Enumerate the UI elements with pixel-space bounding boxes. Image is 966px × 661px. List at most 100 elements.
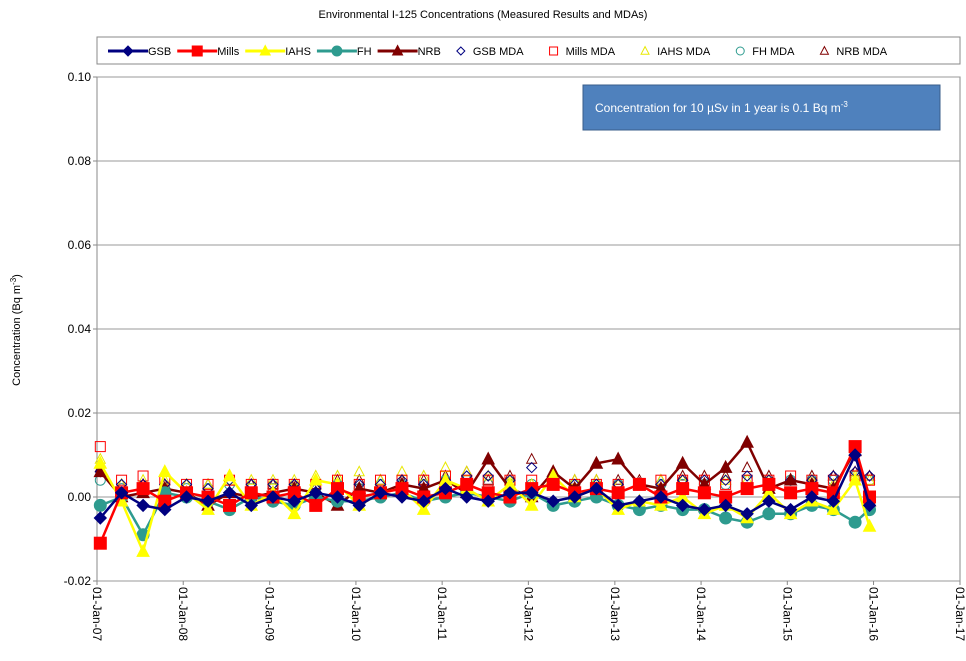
y-tick-label: 0.04 xyxy=(68,322,92,336)
data-point xyxy=(223,498,237,512)
y-tick-label: 0.06 xyxy=(68,238,92,252)
data-point xyxy=(676,482,690,496)
data-point xyxy=(675,455,690,469)
legend-label: Mills MDA xyxy=(566,46,616,58)
data-point xyxy=(848,515,862,529)
data-point xyxy=(136,482,150,496)
legend-label: FH xyxy=(357,46,372,58)
legend-marker xyxy=(456,46,466,56)
data-point xyxy=(805,490,819,504)
y-axis-label: Concentration (Bq m-3) xyxy=(9,274,23,386)
mda-point xyxy=(863,473,876,485)
legend-marker xyxy=(259,44,272,56)
data-point xyxy=(762,477,776,491)
mda-point xyxy=(525,461,538,474)
mda-point xyxy=(460,465,473,477)
data-point xyxy=(546,494,560,508)
mda-point xyxy=(719,474,732,486)
annotation-sup: -3 xyxy=(841,100,849,109)
data-point xyxy=(416,501,431,515)
legend-label: Mills xyxy=(217,46,239,58)
x-tick-label: 01-Jan-09 xyxy=(263,587,277,641)
x-tick-label: 01-Jan-15 xyxy=(780,587,794,641)
x-tick-label: 01-Jan-13 xyxy=(608,587,622,641)
data-point xyxy=(438,481,453,496)
data-point xyxy=(611,498,625,513)
mda-point xyxy=(116,474,128,486)
legend-marker xyxy=(735,46,745,56)
mda-point xyxy=(482,470,494,482)
data-point xyxy=(632,477,646,491)
y-tick-label: -0.02 xyxy=(64,574,92,588)
data-point xyxy=(524,497,539,511)
data-point xyxy=(697,486,711,500)
mda-point xyxy=(137,470,149,482)
data-point xyxy=(222,486,237,500)
mda-point xyxy=(202,478,214,490)
mda-point xyxy=(353,465,366,477)
data-point xyxy=(524,486,539,500)
legend-marker xyxy=(122,45,134,57)
data-point xyxy=(93,536,107,550)
data-point xyxy=(719,511,733,525)
legend-label: GSB MDA xyxy=(473,46,524,58)
legend-marker xyxy=(640,45,650,55)
mda-point xyxy=(202,477,214,489)
data-point xyxy=(460,477,474,491)
y-axis-label-sup: -3 xyxy=(9,277,18,285)
data-point xyxy=(201,494,215,508)
legend-label: FH MDA xyxy=(752,46,795,58)
x-tick-label: 01-Jan-11 xyxy=(435,587,449,640)
data-point xyxy=(481,451,496,465)
y-tick-label: 0.00 xyxy=(68,490,92,504)
x-tick-label: 01-Jan-14 xyxy=(694,587,708,641)
data-point xyxy=(481,494,495,508)
mda-point xyxy=(94,441,106,453)
data-point xyxy=(244,486,258,500)
data-point xyxy=(395,490,409,504)
data-point xyxy=(697,502,712,517)
data-point xyxy=(157,464,172,478)
data-point xyxy=(589,481,604,496)
data-point xyxy=(862,518,877,532)
data-point xyxy=(783,472,798,486)
data-point xyxy=(783,502,798,517)
data-point xyxy=(567,490,582,504)
x-tick-label: 01-Jan-10 xyxy=(349,587,363,641)
data-point xyxy=(611,451,625,465)
data-point xyxy=(632,494,647,508)
data-point xyxy=(740,507,754,521)
data-point xyxy=(417,494,431,508)
chart-title: Environmental I-125 Concentrations (Meas… xyxy=(319,9,648,21)
data-point xyxy=(114,486,129,500)
mda-point xyxy=(720,478,732,490)
y-axis-label-text: Concentration (Bq m xyxy=(11,285,23,386)
data-point xyxy=(352,498,366,513)
data-point xyxy=(826,494,841,508)
data-point xyxy=(654,490,668,504)
data-point xyxy=(762,494,776,508)
mda-point xyxy=(439,461,452,473)
data-point xyxy=(222,468,237,482)
annotation-text: Concentration for 10 µSv in 1 year is 0.… xyxy=(595,101,841,115)
legend-label: NRB xyxy=(418,46,441,58)
data-point xyxy=(330,490,345,504)
data-point xyxy=(373,486,388,500)
y-tick-label: 0.02 xyxy=(68,406,92,420)
data-point xyxy=(136,543,150,557)
data-point xyxy=(201,501,215,515)
legend-label: IAHS xyxy=(285,46,311,58)
legend-box xyxy=(96,36,961,65)
data-point xyxy=(718,459,733,473)
legend-marker xyxy=(391,44,404,56)
data-point xyxy=(308,472,323,486)
legend-marker xyxy=(819,45,830,55)
x-tick-label: 01-Jan-08 xyxy=(176,587,190,641)
annotation: Concentration for 10 µSv in 1 year is 0.… xyxy=(595,100,848,115)
mda-point xyxy=(719,469,732,481)
data-point xyxy=(287,506,302,520)
x-tick-label: 01-Jan-17 xyxy=(953,587,966,641)
data-point xyxy=(611,486,625,500)
data-point xyxy=(740,482,754,496)
